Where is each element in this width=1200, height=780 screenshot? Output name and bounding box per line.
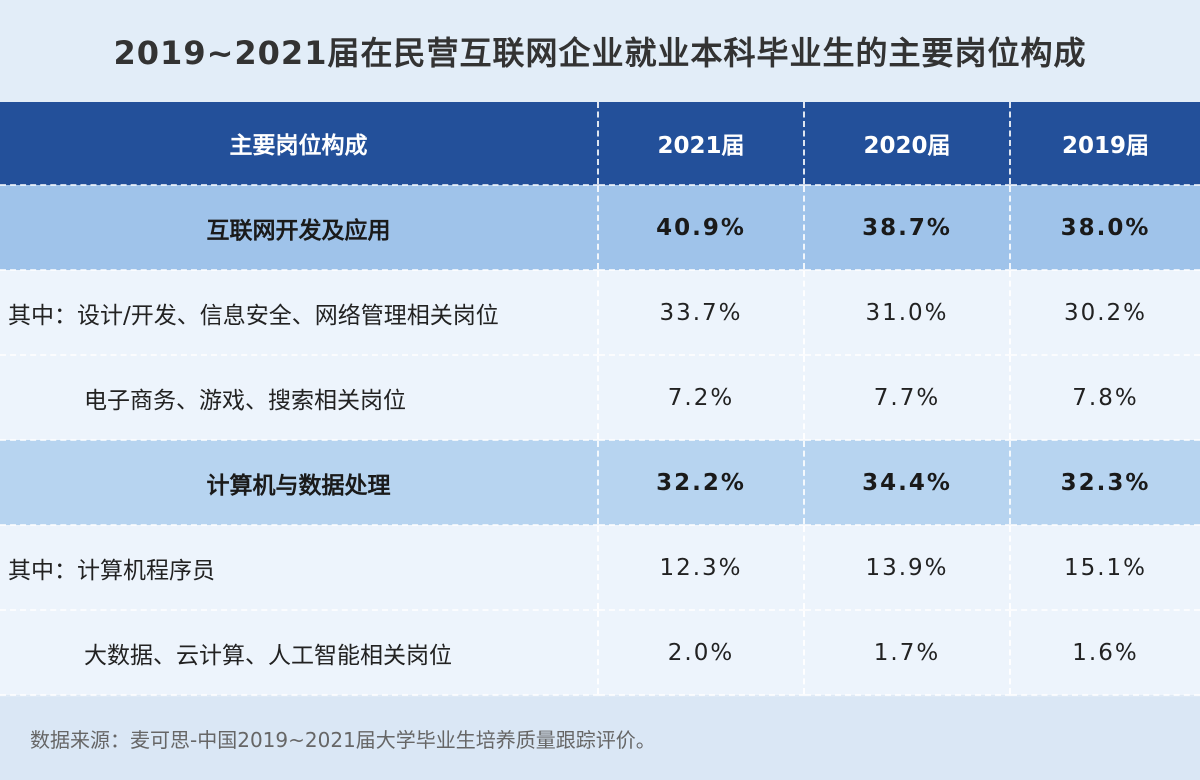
page-title: 2019~2021届在民营互联网企业就业本科毕业生的主要岗位构成 <box>0 0 1200 102</box>
sub-label-text: 大数据、云计算、人工智能相关岗位 <box>84 642 452 669</box>
value-2019: 38.0% <box>1009 185 1200 271</box>
value-2021: 32.2% <box>597 440 804 526</box>
value-2020: 13.9% <box>803 525 1010 611</box>
sub-label-text: 设计/开发、信息安全、网络管理相关岗位 <box>77 302 499 329</box>
sub-label: 电子商务、游戏、搜索相关岗位 <box>0 355 598 441</box>
value-2021: 40.9% <box>597 185 804 271</box>
category-row-internet: 互联网开发及应用 40.9% 38.7% 38.0% <box>0 185 1200 271</box>
value-2019: 1.6% <box>1009 610 1200 696</box>
sub-row: 其中：设计/开发、信息安全、网络管理相关岗位 33.7% 31.0% 30.2% <box>0 270 1200 356</box>
column-header-2021: 2021届 <box>597 102 804 186</box>
value-2020: 7.7% <box>803 355 1010 441</box>
value-2020: 1.7% <box>803 610 1010 696</box>
value-2021: 33.7% <box>597 270 804 356</box>
sub-label: 其中：计算机程序员 <box>0 525 598 611</box>
sub-label: 其中：设计/开发、信息安全、网络管理相关岗位 <box>0 270 598 356</box>
category-row-computer: 计算机与数据处理 32.2% 34.4% 32.3% <box>0 440 1200 526</box>
value-2020: 31.0% <box>803 270 1010 356</box>
sub-label: 大数据、云计算、人工智能相关岗位 <box>0 610 598 696</box>
job-composition-table: 主要岗位构成 2021届 2020届 2019届 互联网开发及应用 40.9% … <box>0 102 1200 696</box>
sub-row: 大数据、云计算、人工智能相关岗位 2.0% 1.7% 1.6% <box>0 610 1200 696</box>
value-2021: 12.3% <box>597 525 804 611</box>
category-label: 计算机与数据处理 <box>0 440 598 526</box>
column-header-2020: 2020届 <box>803 102 1010 186</box>
sub-prefix: 其中： <box>8 557 77 584</box>
value-2019: 30.2% <box>1009 270 1200 356</box>
value-2019: 15.1% <box>1009 525 1200 611</box>
table-header-row: 主要岗位构成 2021届 2020届 2019届 <box>0 102 1200 186</box>
value-2021: 7.2% <box>597 355 804 441</box>
data-source-note: 数据来源：麦可思-中国2019~2021届大学毕业生培养质量跟踪评价。 <box>0 697 1200 780</box>
value-2020: 38.7% <box>803 185 1010 271</box>
sub-row: 其中：计算机程序员 12.3% 13.9% 15.1% <box>0 525 1200 611</box>
value-2020: 34.4% <box>803 440 1010 526</box>
category-label: 互联网开发及应用 <box>0 185 598 271</box>
value-2021: 2.0% <box>597 610 804 696</box>
column-header-2019: 2019届 <box>1009 102 1200 186</box>
sub-row: 电子商务、游戏、搜索相关岗位 7.2% 7.7% 7.8% <box>0 355 1200 441</box>
column-header-position: 主要岗位构成 <box>0 102 598 186</box>
sub-label-text: 电子商务、游戏、搜索相关岗位 <box>84 387 406 414</box>
value-2019: 32.3% <box>1009 440 1200 526</box>
sub-label-text: 计算机程序员 <box>77 557 215 584</box>
sub-prefix: 其中： <box>8 302 77 329</box>
value-2019: 7.8% <box>1009 355 1200 441</box>
